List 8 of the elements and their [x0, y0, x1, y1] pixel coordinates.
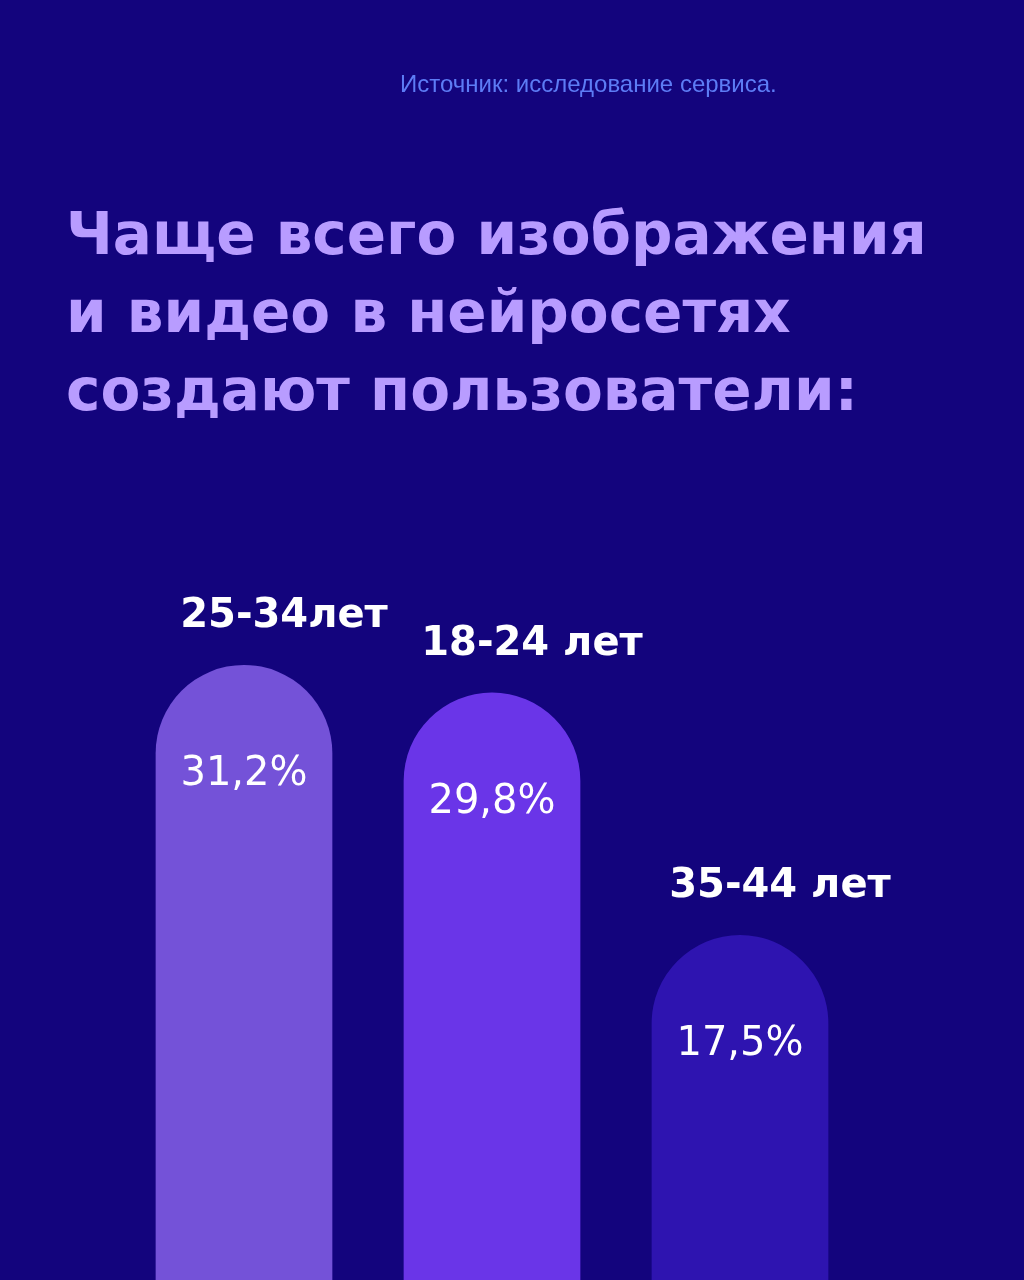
x-tick-label: 35-44 лет — [669, 860, 892, 907]
data-label: 29,8% — [428, 775, 556, 822]
x-tick-label: 25-34лет — [180, 590, 389, 637]
x-tick-label: 18-24 лет — [421, 617, 644, 664]
data-label: 31,2% — [180, 748, 308, 795]
chart-title: Чаще всего изображения и видео в нейросетях создают пользователи: — [66, 199, 928, 426]
text: Источник: исследование сервиса. — [400, 70, 777, 98]
data-label: 17,5% — [676, 1018, 804, 1065]
